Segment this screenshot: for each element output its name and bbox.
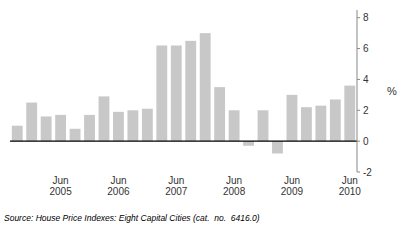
bar bbox=[55, 115, 66, 141]
bar bbox=[272, 141, 283, 153]
bar bbox=[12, 126, 23, 141]
bar bbox=[229, 110, 240, 141]
x-tick-label: Jun2008 bbox=[223, 175, 246, 197]
bar bbox=[243, 141, 254, 146]
y-tick bbox=[357, 110, 360, 111]
bar bbox=[344, 86, 355, 142]
bar bbox=[99, 96, 110, 141]
x-tick-label: Jun2005 bbox=[49, 175, 72, 197]
y-tick-label: -2 bbox=[363, 167, 372, 178]
y-tick-label: 2 bbox=[363, 105, 369, 116]
bar bbox=[200, 33, 211, 141]
x-tick-label: Jun2007 bbox=[165, 175, 188, 197]
bar bbox=[142, 109, 153, 141]
bar bbox=[70, 129, 81, 141]
y-tick bbox=[357, 172, 360, 173]
x-tick-label: Jun2006 bbox=[107, 175, 130, 197]
bar bbox=[84, 115, 95, 141]
y-tick bbox=[357, 79, 360, 80]
y-tick bbox=[357, 17, 360, 18]
bar bbox=[258, 110, 269, 141]
bar bbox=[287, 95, 298, 141]
x-tick-label: Jun2009 bbox=[281, 175, 304, 197]
bar bbox=[156, 45, 167, 141]
bar bbox=[315, 106, 326, 141]
bar bbox=[214, 87, 225, 141]
y-tick-label: 6 bbox=[363, 43, 369, 54]
bar bbox=[41, 116, 52, 141]
bar bbox=[127, 110, 138, 141]
bar bbox=[26, 103, 37, 142]
y-tick-label: 4 bbox=[363, 74, 369, 85]
bar bbox=[171, 45, 182, 141]
y-axis-line bbox=[357, 10, 358, 172]
zero-line bbox=[10, 140, 357, 141]
bar bbox=[301, 107, 312, 141]
y-tick bbox=[357, 48, 360, 49]
chart: -2 0 2 4 6 8% Jun2005 Jun2006 Jun2007 Jun2008 Jun2… bbox=[0, 0, 397, 227]
bar bbox=[113, 112, 124, 141]
y-tick bbox=[357, 141, 360, 142]
bar bbox=[185, 41, 196, 141]
y-axis-label: % bbox=[387, 85, 397, 97]
y-tick-label: 0 bbox=[363, 136, 369, 147]
y-tick-label: 8 bbox=[363, 12, 369, 23]
bar bbox=[330, 99, 341, 141]
x-tick-label: Jun2010 bbox=[339, 175, 362, 197]
source: Source: House Price Indexes: Eight Capit… bbox=[4, 213, 260, 223]
bars bbox=[12, 33, 355, 153]
